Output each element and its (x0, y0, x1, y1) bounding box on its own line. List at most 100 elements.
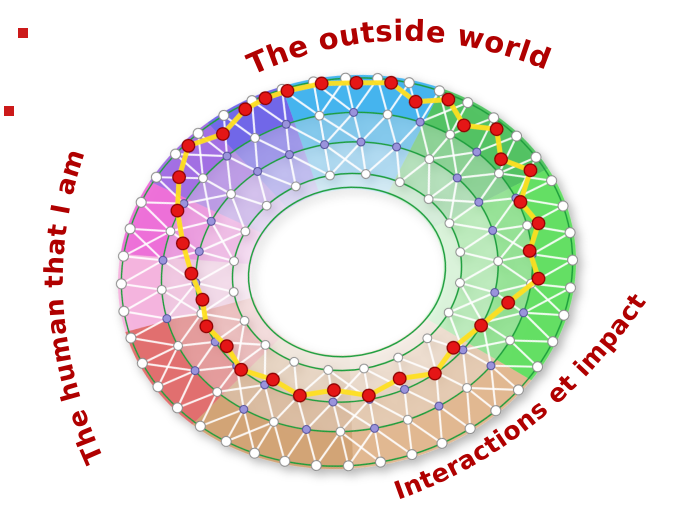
node-white[interactable] (118, 305, 130, 318)
node-purple[interactable] (281, 119, 291, 129)
node-red[interactable] (494, 152, 509, 167)
node-white[interactable] (393, 352, 404, 363)
node-white[interactable] (290, 181, 301, 192)
node-white[interactable] (229, 256, 239, 267)
node-white[interactable] (250, 132, 260, 143)
node-white[interactable] (239, 315, 250, 326)
node-white[interactable] (152, 381, 164, 393)
node-white[interactable] (375, 456, 387, 468)
node-white[interactable] (260, 339, 271, 350)
node-purple[interactable] (253, 166, 263, 176)
node-red[interactable] (181, 138, 196, 153)
node-white[interactable] (424, 154, 435, 165)
node-white[interactable] (433, 85, 446, 97)
node-white[interactable] (124, 223, 136, 235)
node-white[interactable] (464, 423, 476, 435)
node-red[interactable] (501, 295, 516, 310)
node-white[interactable] (279, 455, 291, 467)
node-red[interactable] (170, 203, 185, 218)
node-red[interactable] (392, 371, 407, 386)
node-red[interactable] (531, 216, 546, 231)
node-red[interactable] (441, 92, 456, 107)
node-red[interactable] (175, 236, 191, 251)
node-white[interactable] (310, 460, 323, 472)
node-white[interactable] (494, 168, 504, 179)
node-purple[interactable] (222, 151, 232, 161)
node-white[interactable] (173, 341, 183, 351)
node-purple[interactable] (320, 140, 330, 150)
node-white[interactable] (240, 226, 251, 237)
node-white[interactable] (268, 417, 279, 427)
node-white[interactable] (565, 282, 577, 294)
node-white[interactable] (220, 435, 232, 448)
node-white[interactable] (325, 170, 335, 181)
node-purple[interactable] (519, 308, 529, 318)
node-purple[interactable] (194, 246, 204, 256)
node-red[interactable] (258, 91, 273, 106)
node-red[interactable] (219, 339, 234, 354)
node-white[interactable] (360, 169, 371, 179)
node-white[interactable] (530, 151, 542, 163)
node-white[interactable] (171, 402, 184, 414)
node-white[interactable] (532, 361, 544, 373)
node-red[interactable] (238, 102, 253, 117)
node-purple[interactable] (490, 288, 500, 298)
node-red[interactable] (195, 292, 210, 307)
node-red[interactable] (446, 340, 461, 355)
node-white[interactable] (505, 335, 515, 346)
node-red[interactable] (474, 318, 489, 333)
node-red[interactable] (361, 388, 376, 403)
node-purple[interactable] (400, 384, 410, 394)
node-white[interactable] (547, 336, 559, 348)
node-white[interactable] (455, 277, 465, 288)
node-white[interactable] (443, 307, 454, 318)
node-white[interactable] (323, 365, 334, 375)
node-white[interactable] (557, 200, 569, 212)
node-white[interactable] (359, 363, 369, 374)
node-purple[interactable] (206, 216, 216, 226)
node-white[interactable] (115, 278, 128, 290)
node-purple[interactable] (356, 137, 366, 147)
node-purple[interactable] (239, 404, 249, 414)
node-white[interactable] (150, 171, 163, 183)
node-purple[interactable] (474, 197, 484, 207)
node-white[interactable] (403, 77, 415, 89)
node-purple[interactable] (486, 361, 496, 371)
node-purple[interactable] (284, 150, 294, 160)
node-white[interactable] (335, 426, 346, 437)
node-white[interactable] (117, 250, 130, 262)
node-white[interactable] (212, 387, 223, 397)
node-white[interactable] (436, 437, 448, 450)
node-white[interactable] (564, 227, 576, 239)
node-white[interactable] (422, 333, 433, 344)
node-white[interactable] (567, 254, 579, 266)
node-red[interactable] (489, 122, 504, 137)
node-white[interactable] (445, 129, 456, 140)
node-red[interactable] (184, 266, 199, 281)
node-red[interactable] (280, 83, 295, 99)
node-red[interactable] (456, 118, 472, 133)
node-white[interactable] (226, 189, 236, 200)
node-red[interactable] (199, 319, 214, 334)
node-purple[interactable] (370, 423, 380, 433)
node-white[interactable] (462, 97, 474, 109)
node-red[interactable] (292, 388, 308, 403)
node-red[interactable] (523, 163, 538, 178)
node-white[interactable] (135, 196, 147, 209)
node-white[interactable] (512, 384, 525, 396)
node-white[interactable] (493, 256, 504, 267)
node-red[interactable] (172, 170, 187, 185)
node-white[interactable] (192, 127, 204, 140)
node-white[interactable] (462, 382, 472, 393)
node-purple[interactable] (452, 173, 462, 183)
node-white[interactable] (194, 420, 207, 432)
node-purple[interactable] (392, 142, 402, 152)
node-white[interactable] (382, 109, 393, 120)
node-white[interactable] (261, 200, 272, 211)
node-purple[interactable] (190, 366, 200, 376)
node-white[interactable] (406, 449, 418, 461)
node-purple[interactable] (158, 255, 168, 265)
node-white[interactable] (490, 405, 502, 417)
node-white[interactable] (156, 284, 167, 295)
node-red[interactable] (349, 75, 364, 90)
